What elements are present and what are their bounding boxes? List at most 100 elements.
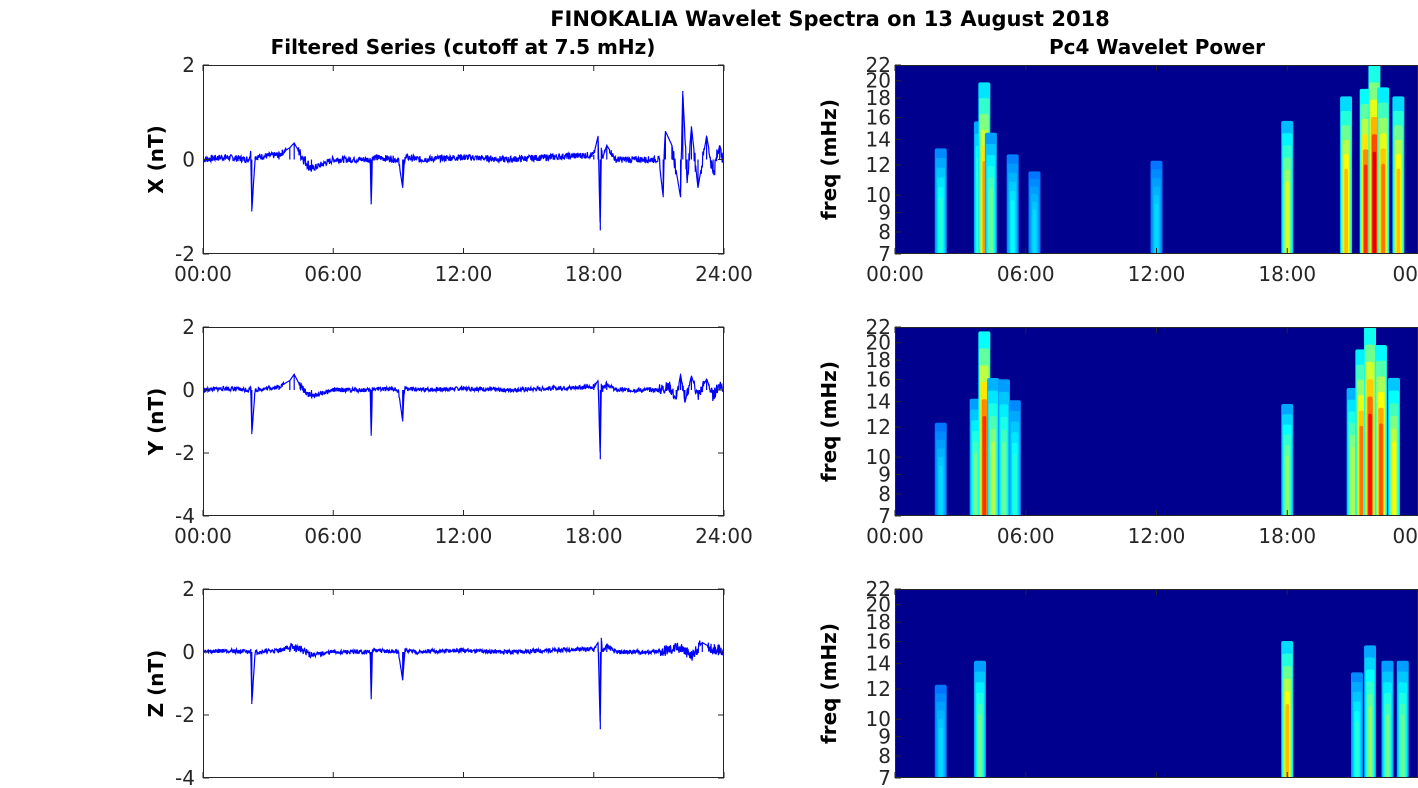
power-burst xyxy=(1396,168,1401,254)
plot-area xyxy=(203,327,724,516)
power-burst xyxy=(1285,181,1290,254)
left-column-title: Filtered Series (cutoff at 7.5 mHz) xyxy=(271,35,656,59)
y-tick-label: -2 xyxy=(175,242,195,266)
power-burst xyxy=(1368,413,1372,516)
power-background xyxy=(895,589,1418,778)
power-burst xyxy=(1392,441,1396,516)
x-tick-label: 12:00 xyxy=(1128,262,1186,286)
y-tick-label: -2 xyxy=(175,441,195,465)
power-burst xyxy=(973,452,978,516)
power-burst xyxy=(1355,720,1359,778)
power-burst xyxy=(1400,714,1405,778)
series-panel-1: -2 0 2 X (nT) 00:00 06:00 12:00 18:00 24:00 xyxy=(144,53,753,286)
power-burst xyxy=(1363,164,1368,254)
y-tick-label: 14 xyxy=(866,128,891,152)
power-burst xyxy=(1285,703,1290,778)
y-tick-label: 10 xyxy=(866,183,891,207)
y-tick-label: 7 xyxy=(878,242,891,266)
series-line xyxy=(203,91,724,231)
y-tick-label: 20 xyxy=(866,69,891,93)
x-tick-label: 00:00 xyxy=(174,524,232,548)
x-tick-label: 06:00 xyxy=(997,262,1055,286)
power-burst xyxy=(1372,151,1377,254)
y-tick-label: 12 xyxy=(866,153,891,177)
x-tick-label: 00 xyxy=(1393,262,1418,286)
power-bursts xyxy=(934,65,1405,254)
y-axis-label: Y (nT) xyxy=(144,388,168,457)
y-tick-label: -2 xyxy=(175,703,195,727)
power-burst xyxy=(938,465,943,516)
y-tick-label: 0 xyxy=(182,640,195,664)
y-tick-label: 7 xyxy=(878,766,891,788)
y-tick-label: 0 xyxy=(182,378,195,402)
axes-frame xyxy=(203,589,724,778)
x-tick-label: 18:00 xyxy=(1258,262,1316,286)
power-burst xyxy=(938,196,943,254)
y-tick-label: 22 xyxy=(866,577,891,601)
y-tick-label: 9 xyxy=(878,463,891,487)
y-tick-label: 0 xyxy=(182,148,195,172)
y-axis-label: X (nT) xyxy=(144,125,168,194)
x-tick-label: 00:00 xyxy=(866,524,924,548)
y-tick-label: 10 xyxy=(866,445,891,469)
figure-title: FINOKALIA Wavelet Spectra on 13 August 2… xyxy=(550,7,1110,31)
y-tick-label: 12 xyxy=(866,677,891,701)
axes-frame xyxy=(203,327,724,516)
y-axis-label: Z (nT) xyxy=(144,650,168,718)
power-burst xyxy=(1032,209,1037,254)
y-tick-label: 18 xyxy=(866,86,891,110)
y-tick-label: 22 xyxy=(866,53,891,77)
power-burst xyxy=(978,714,982,778)
y-tick-label: 2 xyxy=(182,53,195,77)
y-tick-label: 9 xyxy=(878,201,891,225)
x-tick-label: 18:00 xyxy=(1258,524,1316,548)
y-tick-label: 8 xyxy=(878,220,891,244)
x-tick-label: 06:00 xyxy=(304,262,362,286)
y-tick-label: 2 xyxy=(182,577,195,601)
power-burst xyxy=(1154,203,1159,254)
power-burst xyxy=(938,727,943,778)
x-tick-label: 24:00 xyxy=(695,524,753,548)
x-tick-label: 18:00 xyxy=(565,262,623,286)
power-burst xyxy=(982,416,987,516)
power-burst xyxy=(1285,455,1290,516)
power-burst xyxy=(1344,168,1348,254)
y-tick-label: 22 xyxy=(866,315,891,339)
y-tick-label: 9 xyxy=(878,725,891,749)
x-tick-label: 12:00 xyxy=(1128,524,1186,548)
y-tick-label: 10 xyxy=(866,707,891,731)
power-burst xyxy=(1385,714,1390,778)
y-axis-label: freq (mHz) xyxy=(817,623,841,744)
power-burst xyxy=(989,188,993,254)
x-tick-label: 18:00 xyxy=(565,524,623,548)
series-line xyxy=(203,637,724,730)
y-axis-label: freq (mHz) xyxy=(817,99,841,220)
power-bursts xyxy=(934,641,1409,778)
y-tick-label: 18 xyxy=(866,610,891,634)
right-column-title: Pc4 Wavelet Power xyxy=(1049,35,1265,59)
y-axis-label: freq (mHz) xyxy=(817,361,841,482)
y-tick-label: -4 xyxy=(175,766,195,788)
x-tick-label: 00:00 xyxy=(866,262,924,286)
power-burst xyxy=(1379,423,1383,516)
power-bursts xyxy=(934,327,1401,516)
x-tick-label: 06:00 xyxy=(304,524,362,548)
power-burst xyxy=(1368,706,1372,778)
y-tick-label: 20 xyxy=(866,331,891,355)
y-tick-label: 16 xyxy=(866,368,891,392)
x-tick-label: 24:00 xyxy=(695,262,753,286)
x-tick-label: 00 xyxy=(1393,524,1418,548)
power-burst xyxy=(1381,163,1385,254)
plot-area xyxy=(203,589,724,778)
power-burst xyxy=(1010,200,1015,254)
y-tick-label: 16 xyxy=(866,630,891,654)
y-tick-label: 7 xyxy=(878,504,891,528)
y-tick-label: 2 xyxy=(182,315,195,339)
x-tick-label: 06:00 xyxy=(997,524,1055,548)
y-tick-label: 14 xyxy=(866,390,891,414)
series-line xyxy=(203,372,724,460)
power-burst xyxy=(1359,425,1364,516)
x-tick-label: 12:00 xyxy=(435,524,493,548)
